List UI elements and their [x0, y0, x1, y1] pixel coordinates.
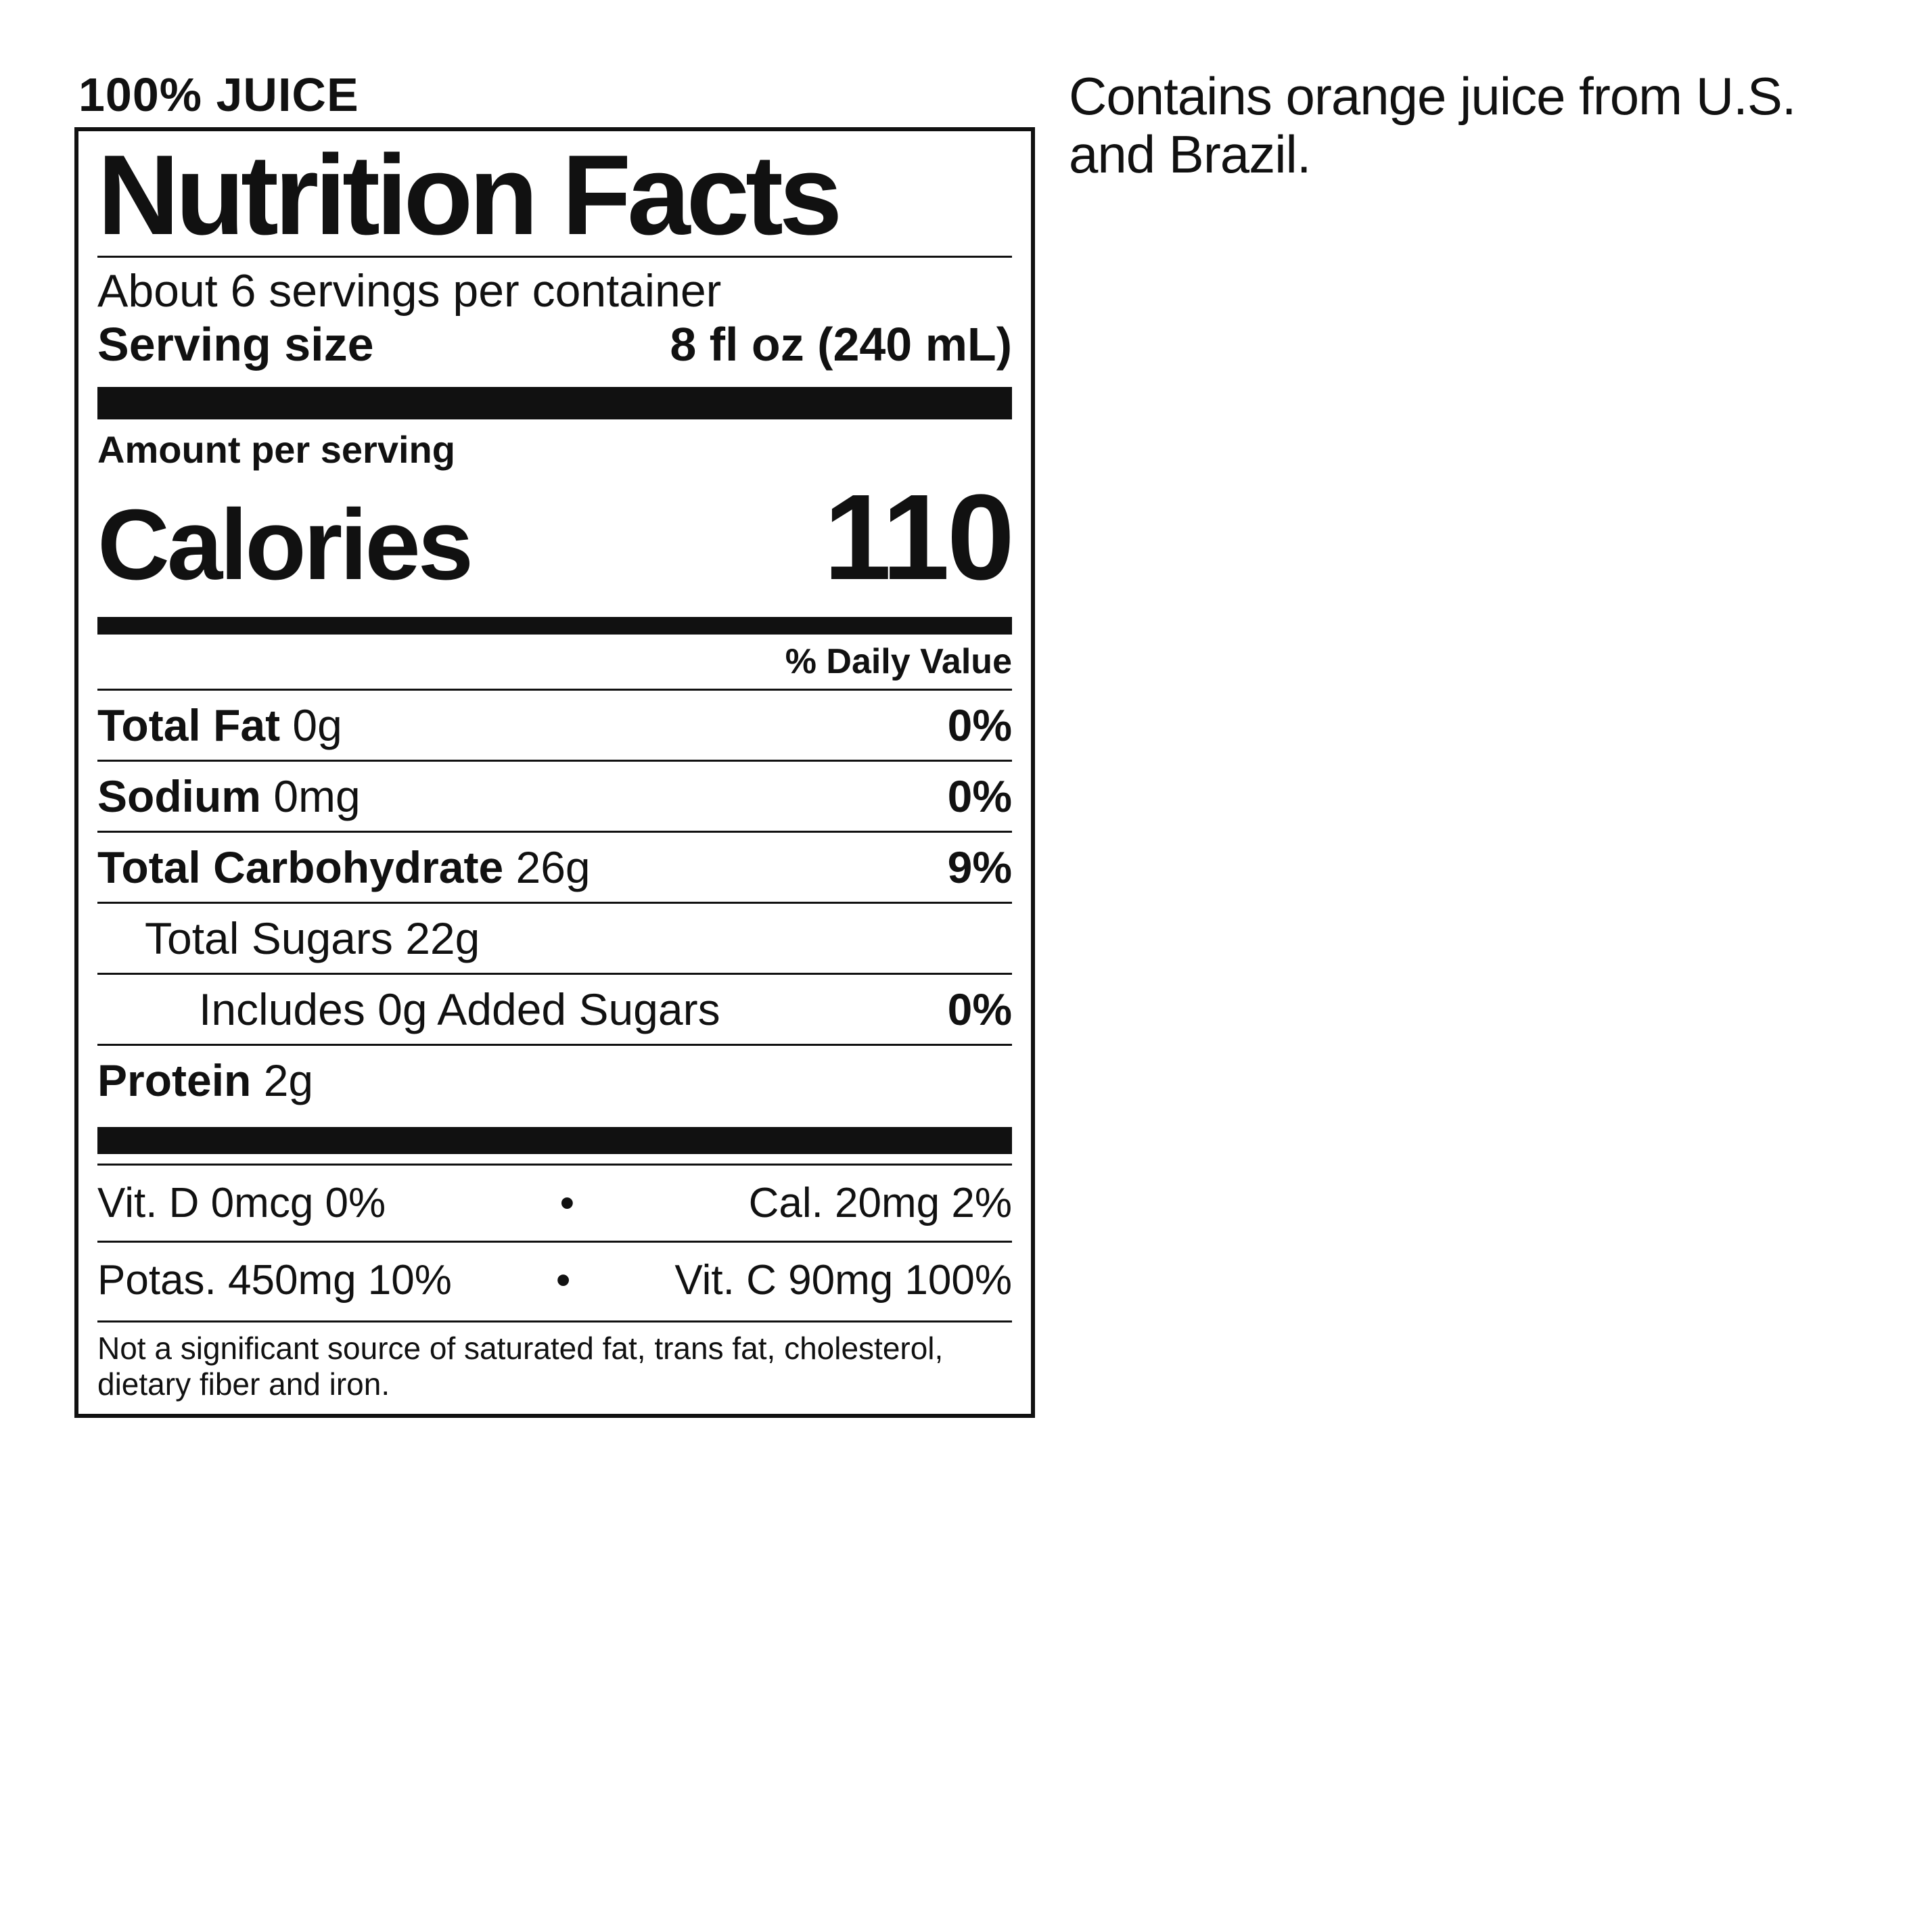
vitamin-c: Vit. C 90mg 100% [674, 1256, 1012, 1304]
micronutrients-row-1: Vit. D 0mcg 0% • Cal. 20mg 2% [97, 1164, 1012, 1241]
calories-row: Calories 110 [97, 467, 1012, 607]
serving-size-label: Serving size [97, 317, 374, 372]
juice-header: 100% JUICE [78, 68, 1035, 122]
nutrient-label: Includes 0g Added Sugars [97, 987, 720, 1032]
nutrient-label: Total Carbohydrate 26g [97, 845, 591, 890]
nutrient-row: Total Carbohydrate 26g 9% [97, 831, 1012, 902]
serving-size: Serving size 8 fl oz (240 mL) [97, 317, 1012, 372]
footnote: Not a significant source of saturated fa… [97, 1322, 1012, 1402]
divider-thick [97, 1127, 1012, 1154]
nutrient-label: Protein 2g [97, 1058, 313, 1103]
potassium: Potas. 450mg 10% [97, 1256, 452, 1304]
nutrient-dv: 0% [948, 774, 1012, 819]
nutrient-row: Includes 0g Added Sugars 0% [97, 973, 1012, 1044]
nutrient-dv: 0% [948, 987, 1012, 1032]
nutrient-dv: 9% [948, 845, 1012, 890]
calories-label: Calories [97, 488, 471, 603]
origin-note: Contains orange juice from U.S. and Braz… [1069, 68, 1813, 184]
nutrient-row: Total Fat 0g 0% [97, 689, 1012, 760]
dv-header: % Daily Value [97, 641, 1012, 682]
calories-value: 110 [824, 467, 1012, 607]
nutrient-row: Protein 2g [97, 1044, 1012, 1115]
divider-med [97, 617, 1012, 635]
nutrient-row: Total Sugars 22g [97, 902, 1012, 973]
panel-title: Nutrition Facts [97, 138, 1012, 252]
vitamin-d: Vit. D 0mcg 0% [97, 1179, 386, 1227]
nutrient-dv: 0% [948, 703, 1012, 748]
bullet-icon: • [560, 1179, 575, 1227]
bullet-icon: • [556, 1256, 571, 1304]
serving-size-value: 8 fl oz (240 mL) [670, 317, 1012, 372]
nutrient-row: Sodium 0mg 0% [97, 760, 1012, 831]
calcium: Cal. 20mg 2% [749, 1179, 1012, 1227]
micronutrients-row-2: Potas. 450mg 10% • Vit. C 90mg 100% [97, 1241, 1012, 1318]
nutrient-rows: Total Fat 0g 0% Sodium 0mg 0% Total Carbohyd… [97, 689, 1012, 1115]
nutrient-label: Sodium 0mg [97, 774, 361, 819]
nutrient-label: Total Sugars 22g [97, 916, 480, 961]
amount-per-serving-label: Amount per serving [97, 428, 1012, 472]
divider-thick [97, 387, 1012, 419]
nutrition-facts-panel: Nutrition Facts About 6 servings per con… [74, 127, 1035, 1418]
servings-per-container: About 6 servings per container [97, 264, 1012, 317]
nutrient-label: Total Fat 0g [97, 703, 342, 748]
